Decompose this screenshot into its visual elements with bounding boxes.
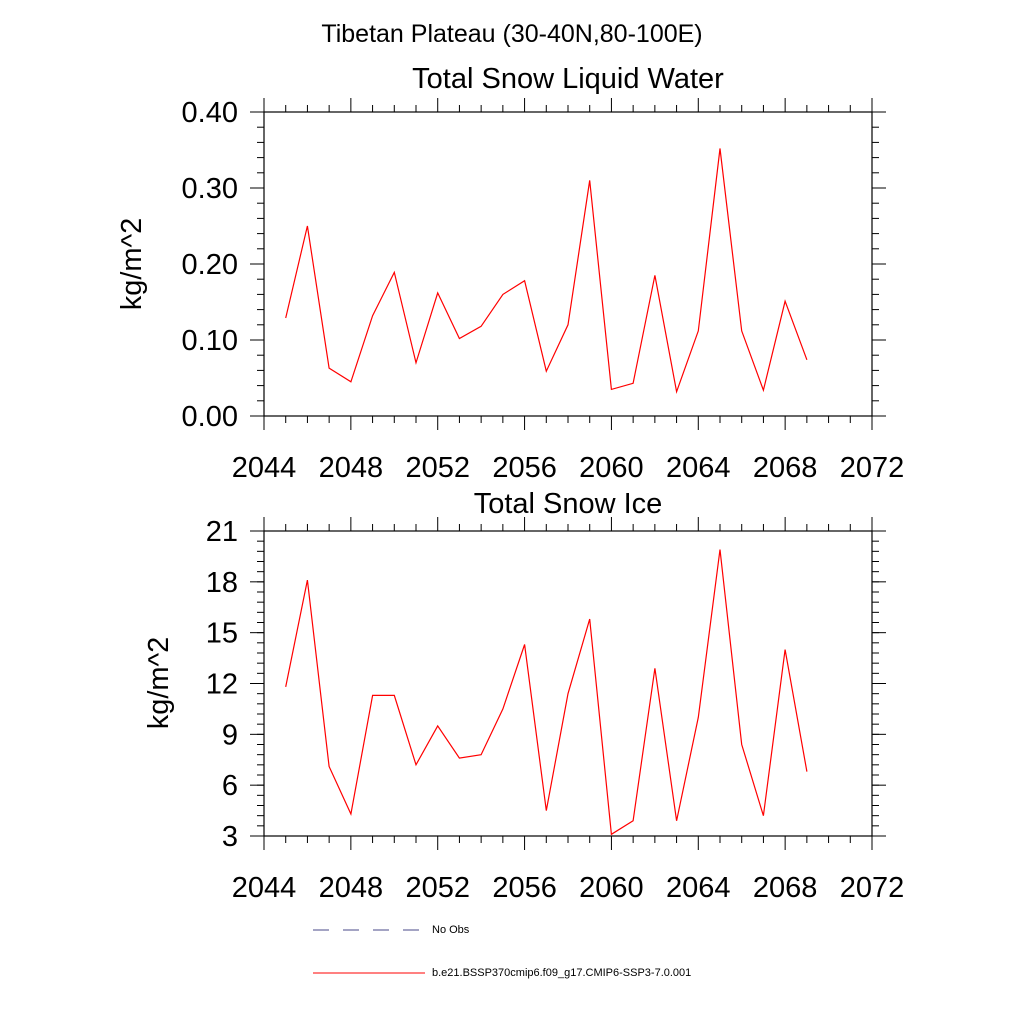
legend: No Obs b.e21.BSSP370cmip6.f09_g17.CMIP6-… [313,924,691,979]
x-tick-label: 2060 [579,872,644,904]
y-tick-label: 0.30 [182,173,238,205]
x-tick-label: 2052 [405,452,470,484]
x-tick-label: 2064 [666,872,731,904]
y-tick-label: 21 [206,516,238,548]
legend-label-model-run: b.e21.BSSP370cmip6.f09_g17.CMIP6-SSP3-7.… [432,967,691,979]
y-tick-label: 0.10 [182,325,238,357]
x-tick-label: 2044 [232,452,297,484]
y-tick-label: 0.00 [182,401,238,433]
chart-panel-snow-liquid-water: Total Snow Liquid Water kg/m^2 2044 2048 2… [116,63,904,484]
x-tick-label: 2064 [666,452,731,484]
x-tick-label: 2068 [753,872,818,904]
chart-title: Total Snow Liquid Water [412,63,724,95]
chart-panel-snow-ice: Total Snow Ice kg/m^2 2044 2048 2052 2056 20… [143,488,904,904]
y-tick-label: 3 [222,821,238,853]
y-tick-label: 9 [222,719,238,751]
x-tick-label: 2044 [232,872,297,904]
y-tick-label: 12 [206,669,238,701]
x-tick-label: 2056 [492,872,557,904]
y-tick-label: 15 [206,618,238,650]
y-tick-label: 0.40 [182,97,238,129]
x-tick-label: 2060 [579,452,644,484]
chart-title: Total Snow Ice [474,488,663,520]
x-tick-label: 2056 [492,452,557,484]
x-tick-label: 2052 [405,872,470,904]
x-tick-label: 2048 [319,872,384,904]
y-axis-label: kg/m^2 [143,637,175,730]
x-tick-label: 2072 [840,872,905,904]
y-tick-label: 18 [206,567,238,599]
series-line [285,148,808,394]
series-line [285,549,808,836]
figure-suptitle: Tibetan Plateau (30-40N,80-100E) [321,20,702,48]
y-axis-label: kg/m^2 [116,218,148,311]
x-tick-label: 2048 [319,452,384,484]
x-tick-label: 2068 [753,452,818,484]
x-tick-label: 2072 [840,452,905,484]
y-tick-label: 0.20 [182,249,238,281]
legend-label-no-obs: No Obs [432,924,470,936]
y-tick-label: 6 [222,770,238,802]
